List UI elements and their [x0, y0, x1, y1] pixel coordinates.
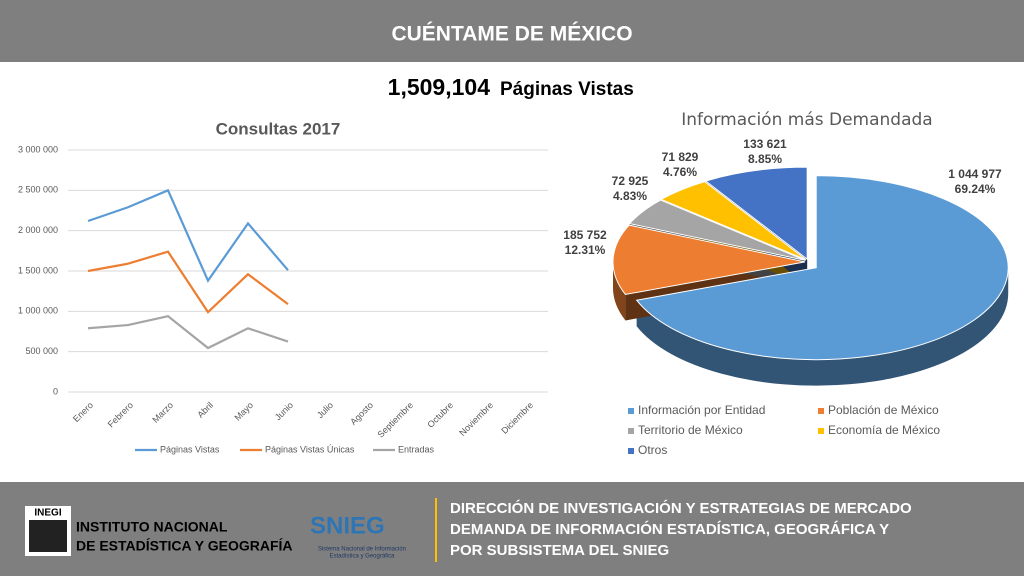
- legend-label: Páginas Vistas: [160, 444, 220, 454]
- data-label: 71 829: [662, 150, 699, 164]
- snieg-subtitle: Estadística y Geográfica: [329, 554, 395, 560]
- headline-number: 1,509,104: [388, 74, 491, 100]
- legend-swatch: [818, 428, 824, 434]
- legend-swatch: [628, 428, 634, 434]
- data-label-percent: 69.24%: [955, 182, 996, 196]
- pie-slice: [635, 175, 1009, 361]
- header-band: [0, 0, 1024, 62]
- legend-swatch: [628, 408, 634, 414]
- data-label-percent: 8.85%: [748, 152, 782, 166]
- pie-slice: [659, 181, 807, 261]
- footer-line: DIRECCIÓN DE INVESTIGACIÓN Y ESTRATEGIAS…: [450, 499, 912, 517]
- y-tick-label: 500 000: [25, 346, 58, 356]
- legend-label: Información por Entidad: [638, 403, 765, 417]
- pie-slice: [628, 199, 806, 261]
- y-tick-label: 1 000 000: [18, 306, 58, 316]
- data-label-percent: 12.31%: [565, 243, 606, 257]
- legend-label: Entradas: [398, 444, 435, 454]
- y-tick-label: 2 000 000: [18, 225, 58, 235]
- inegi-logo-text: INEGI: [34, 508, 61, 519]
- pie-slices: [612, 166, 1009, 386]
- institution-line: DE ESTADÍSTICA Y GEOGRAFÍA: [76, 538, 293, 554]
- data-label: 133 621: [743, 137, 787, 151]
- legend-label: Economía de México: [828, 423, 940, 437]
- data-label: 185 752: [563, 228, 607, 242]
- data-label: 72 925: [612, 174, 649, 188]
- pie-chart-title: Información más Demandada: [681, 110, 932, 130]
- data-label-percent: 4.76%: [663, 165, 697, 179]
- y-tick-label: 2 500 000: [18, 185, 58, 195]
- legend-label: Población de México: [828, 403, 939, 417]
- header-title: CUÉNTAME DE MÉXICO: [391, 23, 632, 46]
- pie-slice: [704, 166, 808, 261]
- pie-slice: [612, 224, 806, 296]
- pie-slice-side: [613, 261, 626, 321]
- headline-text: Páginas Vistas: [500, 79, 634, 100]
- institution-line: INSTITUTO NACIONAL: [76, 519, 228, 535]
- line-chart-title: Consultas 2017: [216, 119, 341, 138]
- snieg-subtitle: Sistema Nacional de Información: [318, 547, 406, 553]
- y-tick-label: 3 000 000: [18, 144, 58, 154]
- legend-label: Territorio de México: [638, 423, 743, 437]
- footer-band: [0, 482, 1024, 576]
- series-line: [87, 188, 289, 283]
- inegi-logo-grid: [29, 520, 67, 552]
- pie-slice-side: [636, 267, 1009, 386]
- series-line: [87, 314, 289, 350]
- data-label-percent: 4.83%: [613, 189, 647, 203]
- snieg-logo: SNIEG: [310, 512, 385, 539]
- legend-swatch: [818, 408, 824, 414]
- series-line: [87, 250, 289, 314]
- legend-label: Otros: [638, 443, 667, 457]
- footer-line: POR SUBSISTEMA DEL SNIEG: [450, 542, 669, 559]
- data-label: 1 044 977: [948, 167, 1002, 181]
- legend-swatch: [628, 448, 634, 454]
- y-tick-label: 1 500 000: [18, 265, 58, 275]
- footer-line: DEMANDA DE INFORMACIÓN ESTADÍSTICA, GEOG…: [450, 520, 889, 538]
- y-tick-label: 0: [53, 386, 58, 396]
- legend-label: Páginas Vistas Únicas: [265, 444, 355, 454]
